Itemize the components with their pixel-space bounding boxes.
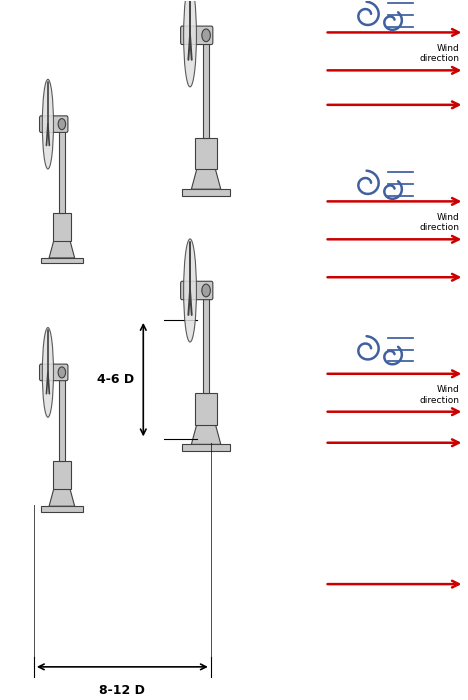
Text: 4-6 D: 4-6 D (97, 373, 134, 386)
FancyBboxPatch shape (203, 298, 209, 393)
FancyBboxPatch shape (41, 506, 83, 512)
FancyBboxPatch shape (52, 213, 71, 241)
Ellipse shape (183, 239, 197, 342)
Text: 8-12 D: 8-12 D (99, 684, 145, 697)
FancyBboxPatch shape (59, 379, 65, 461)
FancyBboxPatch shape (182, 444, 230, 451)
FancyBboxPatch shape (41, 258, 83, 263)
Ellipse shape (183, 0, 197, 87)
FancyBboxPatch shape (195, 393, 217, 424)
Text: Wind
direction: Wind direction (420, 44, 460, 64)
FancyBboxPatch shape (182, 189, 230, 195)
Text: Wind
direction: Wind direction (420, 213, 460, 232)
Polygon shape (191, 169, 221, 189)
FancyBboxPatch shape (59, 130, 65, 213)
FancyBboxPatch shape (39, 364, 68, 381)
FancyBboxPatch shape (39, 116, 68, 132)
FancyBboxPatch shape (181, 281, 213, 300)
Circle shape (58, 367, 66, 378)
FancyBboxPatch shape (203, 43, 209, 138)
Polygon shape (49, 241, 75, 258)
Circle shape (202, 29, 211, 42)
Polygon shape (49, 489, 75, 506)
FancyBboxPatch shape (195, 138, 217, 169)
Ellipse shape (42, 328, 53, 417)
FancyBboxPatch shape (52, 461, 71, 489)
Ellipse shape (42, 79, 53, 169)
Polygon shape (191, 424, 221, 444)
Text: Wind
direction: Wind direction (420, 386, 460, 405)
Circle shape (58, 118, 66, 130)
Circle shape (202, 284, 211, 297)
FancyBboxPatch shape (181, 26, 213, 45)
